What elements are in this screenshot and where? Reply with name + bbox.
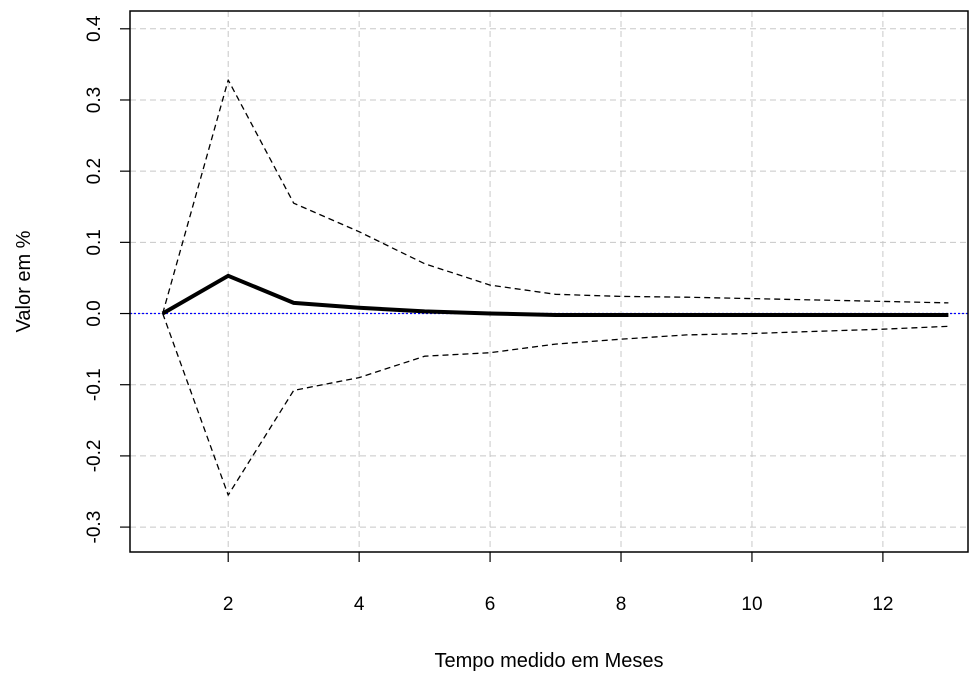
x-tick-label: 8 — [616, 594, 627, 615]
y-tick-label: -0.1 — [84, 368, 105, 401]
axes: 2 4 6 8 10 12 -0.3 -0.2 -0.1 0.0 0.1 0.2 0.3 0.4 — [84, 15, 893, 615]
series-upper-bound — [162, 79, 949, 314]
grid-lines — [130, 11, 968, 552]
x-tick-label: 2 — [223, 594, 234, 615]
x-axis-title: Tempo medido em Meses — [435, 650, 664, 672]
y-tick-label: 0.3 — [84, 87, 105, 113]
y-axis-title: Valor em % — [13, 230, 35, 332]
y-tick-label: -0.3 — [84, 511, 105, 544]
y-tick-label: 0.1 — [84, 229, 105, 255]
series-lower-bound — [162, 313, 949, 496]
y-tick-label: -0.2 — [84, 440, 105, 473]
y-tick-label: 0.4 — [84, 15, 105, 42]
y-tick-label: 0.2 — [84, 158, 105, 184]
x-tick-label: 6 — [485, 594, 496, 615]
y-tick-label: 0.0 — [84, 300, 105, 326]
plot-frame — [129, 10, 969, 553]
series-estimate — [161, 273, 949, 317]
x-tick-label: 4 — [354, 594, 365, 615]
series-lines — [161, 79, 949, 496]
x-tick-label: 10 — [741, 594, 762, 615]
x-tick-label: 12 — [872, 594, 893, 615]
